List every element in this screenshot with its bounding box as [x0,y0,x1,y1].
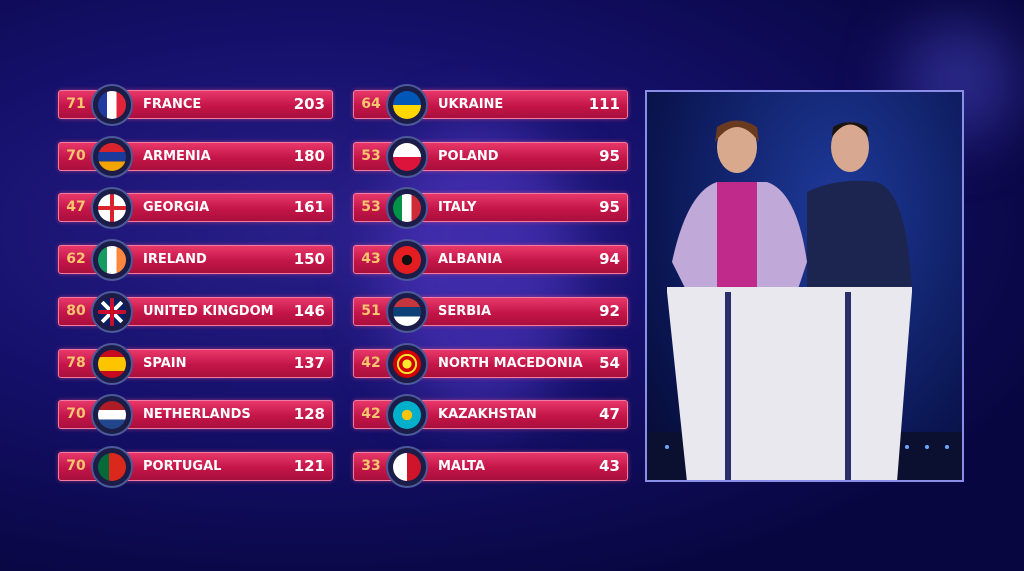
points-received: 53 [361,147,381,164]
country-name: FRANCE [143,97,202,112]
georgia-flag-icon [91,187,133,230]
country-name: GEORGIA [143,200,210,216]
total-score: 121 [293,456,325,475]
north-macedonia-flag-icon [386,342,428,385]
points-received: 33 [361,457,381,474]
points-received: 70 [66,406,86,423]
total-score: 47 [599,405,620,424]
kazakhstan-flag-icon [386,394,428,437]
points-received: 51 [361,302,381,319]
scoreboard-row: 78 SPAIN 137 [58,342,333,385]
total-score: 94 [599,250,620,269]
country-name: SERBIA [438,303,492,319]
country-name: SPAIN [143,355,187,371]
total-score: 128 [293,405,325,424]
scoreboard-row: 53 POLAND 95 [353,135,628,178]
country-name: KAZAKHSTAN [438,407,537,423]
scoreboard-row: 47 GEORGIA 161 [58,187,333,230]
spain-flag-icon [91,342,133,385]
scoreboard-row: 70 NETHERLANDS 128 [58,394,333,437]
country-name: ARMENIA [143,148,211,164]
points-received: 78 [66,354,86,371]
scoreboard-row: 53 ITALY 95 [353,187,628,230]
presenters-image [647,120,962,480]
total-score: 203 [293,95,325,113]
points-received: 42 [361,354,381,371]
points-received: 64 [361,96,381,112]
scoreboard-row: 70 ARMENIA 180 [58,135,333,178]
points-received: 71 [66,96,86,112]
country-name: PORTUGAL [143,458,222,474]
scoreboard-row: 80 UNITED KINGDOM 146 [58,290,333,333]
ukraine-flag-icon [386,84,428,126]
points-received: 42 [361,406,381,423]
malta-flag-icon [386,445,428,488]
points-received: 70 [66,457,86,474]
points-received: 62 [66,251,86,268]
presenters-video-panel [645,90,964,482]
scoreboard-row: 42 KAZAKHSTAN 47 [353,394,628,437]
portugal-flag-icon [91,445,133,488]
points-received: 80 [66,302,86,319]
points-received: 53 [361,199,381,216]
country-name: POLAND [438,148,499,164]
scoreboard-row: 71 FRANCE 203 [58,84,333,126]
points-received: 43 [361,251,381,268]
total-score: 43 [599,456,620,475]
total-score: 95 [599,146,620,165]
serbia-flag-icon [386,290,428,333]
armenia-flag-icon [91,135,133,178]
total-score: 111 [588,95,620,113]
total-score: 92 [599,301,620,320]
country-name: NETHERLANDS [143,407,251,423]
albania-flag-icon [386,239,428,282]
total-score: 161 [293,198,325,217]
total-score: 54 [599,353,620,372]
scoreboard-row: 70 PORTUGAL 121 [58,445,333,488]
total-score: 146 [293,301,325,320]
points-received: 47 [66,199,86,216]
netherlands-flag-icon [91,394,133,437]
country-name: ITALY [438,200,477,216]
total-score: 180 [293,146,325,165]
country-name: ALBANIA [438,252,503,268]
country-name: MALTA [438,458,486,474]
scoreboard-row: 33 MALTA 43 [353,445,628,488]
uk-flag-icon [91,290,133,333]
italy-flag-icon [386,187,428,230]
scoreboard-row: 64 UKRAINE 111 [353,84,628,126]
scoreboard-row: 62 IRELAND 150 [58,239,333,282]
total-score: 137 [293,353,325,372]
country-name: NORTH MACEDONIA [438,355,583,371]
country-name: UNITED KINGDOM [143,303,274,319]
scoreboard-row: 43 ALBANIA 94 [353,239,628,282]
points-received: 70 [66,147,86,164]
poland-flag-icon [386,135,428,178]
scoreboard-row: 42 NORTH MACEDONIA 54 [353,342,628,385]
country-name: IRELAND [143,252,207,268]
country-name: UKRAINE [438,97,504,112]
total-score: 95 [599,198,620,217]
ireland-flag-icon [91,239,133,282]
france-flag-icon [91,84,133,126]
scoreboard-row: 51 SERBIA 92 [353,290,628,333]
total-score: 150 [293,250,325,269]
